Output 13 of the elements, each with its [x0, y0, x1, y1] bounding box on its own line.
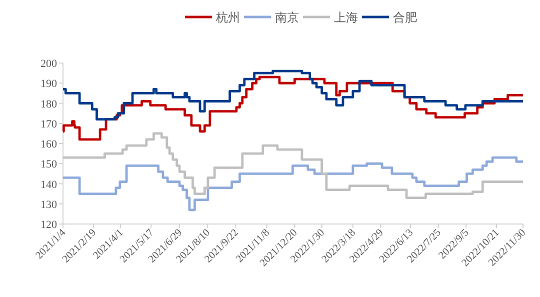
legend-label: 南京 — [275, 10, 299, 24]
y-tick-label: 170 — [40, 118, 58, 130]
legend-label: 合肥 — [393, 10, 417, 24]
y-tick-label: 160 — [40, 138, 58, 150]
y-tick-label: 130 — [40, 198, 58, 211]
y-tick-label: 120 — [40, 219, 58, 231]
y-tick-label: 190 — [40, 78, 58, 90]
y-tick-label: 140 — [40, 178, 58, 191]
y-tick-label: 150 — [40, 158, 58, 171]
y-tick-label: 180 — [40, 98, 58, 110]
y-tick-label: 200 — [40, 58, 58, 70]
legend-label: 上海 — [334, 10, 358, 24]
legend-label: 杭州 — [215, 10, 240, 24]
